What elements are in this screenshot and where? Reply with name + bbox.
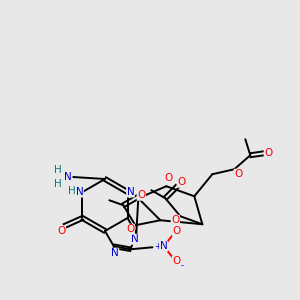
- Text: H: H: [54, 179, 62, 189]
- Text: O: O: [171, 215, 179, 225]
- Text: O: O: [177, 177, 185, 187]
- Text: N: N: [111, 248, 119, 258]
- Text: -: -: [181, 261, 184, 270]
- Text: H: H: [54, 165, 62, 175]
- Text: O: O: [172, 256, 181, 266]
- Text: O: O: [234, 169, 242, 179]
- Text: H: H: [68, 186, 75, 196]
- Text: O: O: [264, 148, 272, 158]
- Text: N: N: [131, 234, 139, 244]
- Text: O: O: [172, 226, 181, 236]
- Text: +: +: [154, 242, 161, 251]
- Text: O: O: [137, 190, 146, 200]
- Text: O: O: [126, 224, 134, 234]
- Text: O: O: [57, 226, 66, 236]
- Text: N: N: [127, 187, 134, 197]
- Text: N: N: [76, 187, 83, 197]
- Text: O: O: [164, 173, 172, 183]
- Text: N: N: [64, 172, 72, 182]
- Text: N: N: [160, 241, 167, 251]
